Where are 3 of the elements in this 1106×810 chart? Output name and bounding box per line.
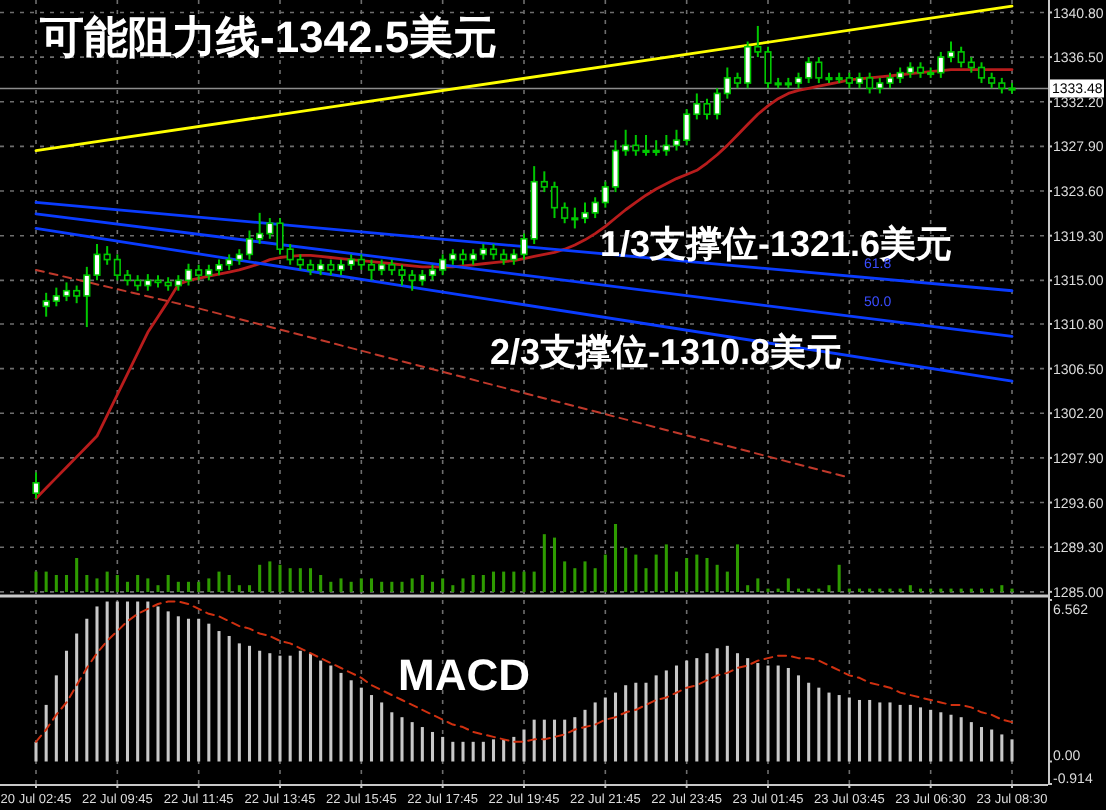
annotation: 可能阻力线-1342.5美元: [38, 12, 498, 62]
candlestick: [32, 471, 40, 500]
annotation: MACD: [398, 650, 530, 700]
